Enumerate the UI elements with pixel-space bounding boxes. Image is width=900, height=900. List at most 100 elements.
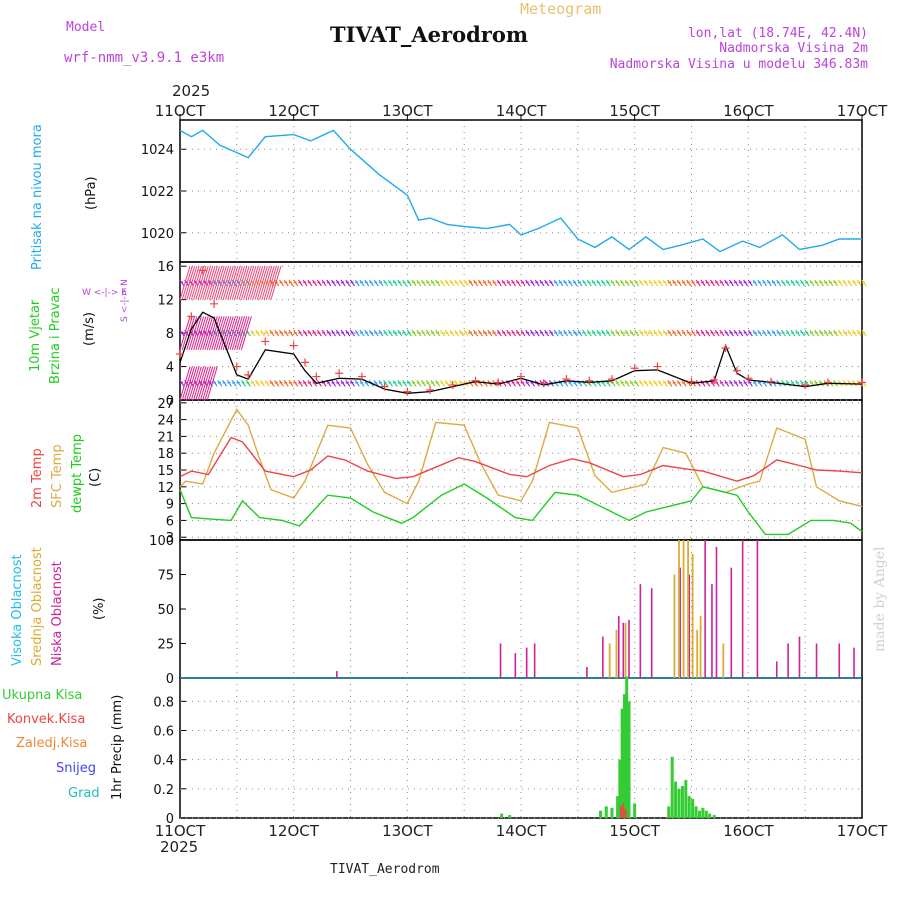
- wind-barb-tick: [482, 331, 487, 334]
- wind-gust-marker: [448, 380, 457, 389]
- footer-station: TIVAT_Aerodrom: [330, 862, 440, 877]
- wind-barb: [241, 379, 247, 387]
- y-tick-label: 0.4: [153, 754, 174, 769]
- wind-compass: W <-|-> E S <-|-> N: [82, 262, 130, 322]
- wind-barb: [818, 279, 824, 287]
- wind-barb-tick: [658, 281, 662, 284]
- wind-barb: [814, 329, 820, 337]
- wind-barb-tick: [350, 281, 354, 284]
- wind-barb: [563, 279, 569, 287]
- wind-barb-tick: [582, 281, 586, 284]
- wind-barb: [293, 379, 299, 387]
- wind-barb: [676, 279, 682, 287]
- wind-barb: [392, 379, 398, 387]
- wind-hatch: [202, 316, 214, 350]
- wind-barb: [326, 329, 332, 337]
- wind-barb: [269, 379, 275, 387]
- wind-barb-tick: [525, 281, 529, 284]
- wind-barb: [724, 279, 730, 287]
- wind-barb: [340, 379, 346, 387]
- wind-barb: [563, 329, 569, 337]
- wind-barb-tick: [506, 381, 510, 384]
- wind-barb-tick: [587, 281, 591, 284]
- wind-gust-marker: [732, 366, 741, 375]
- wind-barb-tick: [710, 281, 714, 284]
- wind-barb: [553, 329, 559, 337]
- wind-barb-tick: [861, 331, 866, 334]
- wind-hatch: [224, 316, 236, 350]
- wind-barb-tick: [823, 331, 828, 334]
- wind-barb: [392, 329, 398, 337]
- wind-barb-tick: [331, 281, 335, 284]
- wind-barb-tick: [501, 281, 506, 284]
- wind-barb-tick: [596, 331, 600, 334]
- wind-barb-tick: [535, 281, 539, 284]
- y-tick-label: 0.8: [153, 695, 174, 710]
- wind-barb: [638, 379, 644, 387]
- wind-barb: [842, 329, 848, 337]
- wind-barb-tick: [686, 281, 690, 284]
- wind-barb: [667, 379, 673, 387]
- wind-barb: [544, 279, 550, 287]
- wind-barb-tick: [492, 331, 496, 334]
- wind-hatch: [243, 266, 255, 300]
- wind-barb-tick: [653, 381, 657, 384]
- wind-barb-tick: [478, 281, 482, 284]
- wind-barb-tick: [776, 331, 780, 334]
- wind-barb: [444, 279, 450, 287]
- wind-barb-tick: [374, 381, 378, 384]
- wind-barb-tick: [539, 281, 544, 284]
- wind-barb: [539, 329, 545, 337]
- wind-barb: [511, 329, 517, 337]
- wind-barb-tick: [549, 331, 553, 334]
- wind-barb: [354, 279, 360, 287]
- precip-total-bar: [604, 806, 608, 818]
- wind-barb-tick: [738, 381, 743, 384]
- wind-barb-tick: [606, 381, 610, 384]
- wind-barb: [762, 329, 768, 337]
- wind-gust-marker: [380, 382, 389, 391]
- wind-barb-tick: [805, 281, 809, 284]
- wind-barb-tick: [715, 381, 719, 384]
- wind-barb-tick: [857, 331, 861, 334]
- compass-horizontal: W <-|-> E: [82, 288, 127, 298]
- precip-total-bar: [704, 810, 708, 818]
- wind-barb-tick: [606, 331, 610, 334]
- wind-hatch: [184, 266, 196, 300]
- wind-barb: [525, 279, 531, 287]
- wind-barb: [179, 379, 185, 387]
- wind-barb: [785, 279, 791, 287]
- wind-barb-tick: [492, 281, 496, 284]
- temp-2m-line: [179, 436, 863, 482]
- y-tick-label: 1024: [141, 143, 174, 158]
- wind-barb-tick: [857, 281, 861, 284]
- wind-barb: [733, 329, 739, 337]
- wind-barb-tick: [643, 381, 648, 384]
- wind-barb: [520, 379, 526, 387]
- wind-barb-tick: [402, 381, 406, 384]
- wind-barb-tick: [819, 281, 823, 284]
- y-tick-label: 0: [166, 812, 174, 827]
- wind-barb-tick: [369, 281, 373, 284]
- wind-barb-tick: [506, 281, 510, 284]
- wind-barb-tick: [454, 331, 458, 334]
- wind-barb-tick: [790, 381, 795, 384]
- wind-barb: [762, 279, 768, 287]
- wind-barb: [435, 329, 441, 337]
- wind-barb: [340, 279, 346, 287]
- model-elevation-label: Nadmorska Visina u modelu 346.83m: [609, 57, 868, 72]
- wind-barb-tick: [662, 381, 667, 384]
- wind-barb-tick: [762, 331, 766, 334]
- wind-barb: [525, 379, 531, 387]
- wind-barb-tick: [615, 381, 619, 384]
- wind-barb-tick: [402, 281, 406, 284]
- wind-barb-tick: [828, 331, 833, 334]
- wind-barb: [458, 379, 464, 387]
- wind-barb-tick: [544, 331, 548, 334]
- wind-barb-tick: [293, 381, 297, 384]
- wind-barb: [350, 279, 355, 287]
- wind-barb: [217, 379, 223, 387]
- wind-barb: [582, 379, 588, 387]
- wind-barb-tick: [511, 331, 515, 334]
- wind-barb-tick: [369, 331, 373, 334]
